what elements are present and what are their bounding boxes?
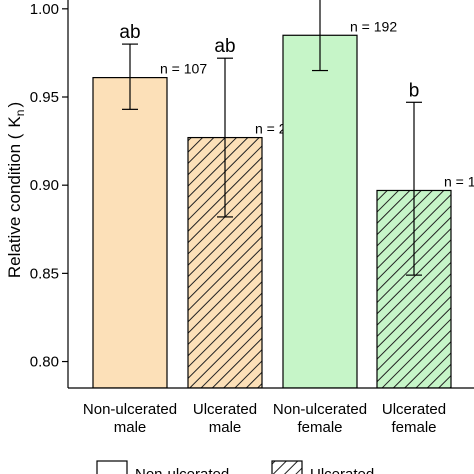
- sample-size-label: n = 19: [444, 173, 474, 189]
- y-tick-label: 1.00: [30, 1, 59, 18]
- sample-size-label: n = 192: [350, 18, 397, 34]
- x-tick-label-line2: female: [297, 419, 342, 436]
- y-axis-title: Relative condition (Kn): [5, 102, 27, 278]
- x-tick-label-line2: male: [114, 419, 147, 436]
- significance-label: ab: [119, 22, 140, 43]
- y-tick-label: 0.95: [30, 89, 59, 106]
- y-tick-label: 0.90: [30, 177, 59, 194]
- legend-swatch: [271, 460, 303, 474]
- significance-label: b: [409, 80, 420, 101]
- significance-label: ab: [214, 36, 235, 57]
- legend-label: Ulcerated: [310, 466, 374, 474]
- x-tick-label-line1: Non-ulcerated: [273, 401, 367, 418]
- y-axis: 0.80 0.85 0.90 0.95 1.00: [30, 0, 69, 388]
- bar: [282, 34, 358, 388]
- sample-size-label: n = 107: [160, 61, 207, 77]
- x-tick-label-line1: Ulcerated: [193, 401, 257, 418]
- y-tick-label: 0.85: [30, 265, 59, 282]
- x-tick-label-line1: Ulcerated: [382, 401, 446, 418]
- x-tick-label-line2: female: [391, 419, 436, 436]
- legend-swatch: [96, 460, 128, 474]
- x-tick-label-line2: male: [209, 419, 242, 436]
- x-tick-label-line1: Non-ulcerated: [83, 401, 177, 418]
- legend: Non-ulcerated Ulcerated: [96, 460, 374, 474]
- y-tick-label: 0.80: [30, 354, 59, 371]
- bar: [92, 76, 168, 388]
- x-axis-labels: Non-ulceratedmaleUlceratedmaleNon-ulcera…: [83, 401, 446, 436]
- legend-label: Non-ulcerated: [135, 466, 229, 474]
